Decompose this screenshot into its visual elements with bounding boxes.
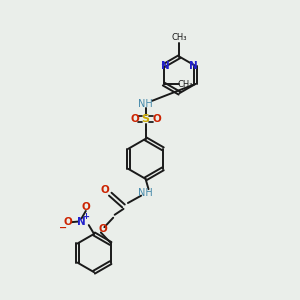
Text: N: N (189, 61, 198, 71)
Text: NH: NH (138, 99, 153, 110)
Text: NH: NH (138, 188, 153, 198)
Text: N: N (77, 217, 86, 226)
Text: O: O (152, 114, 161, 124)
Text: CH₃: CH₃ (178, 80, 193, 88)
Text: −: − (59, 222, 67, 233)
Text: O: O (64, 217, 73, 227)
Text: N: N (161, 61, 170, 71)
Text: O: O (130, 114, 139, 124)
Text: O: O (98, 224, 107, 235)
Text: +: + (82, 212, 89, 221)
Text: CH₃: CH₃ (172, 33, 187, 42)
Text: S: S (142, 114, 150, 124)
Text: O: O (81, 202, 90, 212)
Text: O: O (100, 185, 109, 195)
